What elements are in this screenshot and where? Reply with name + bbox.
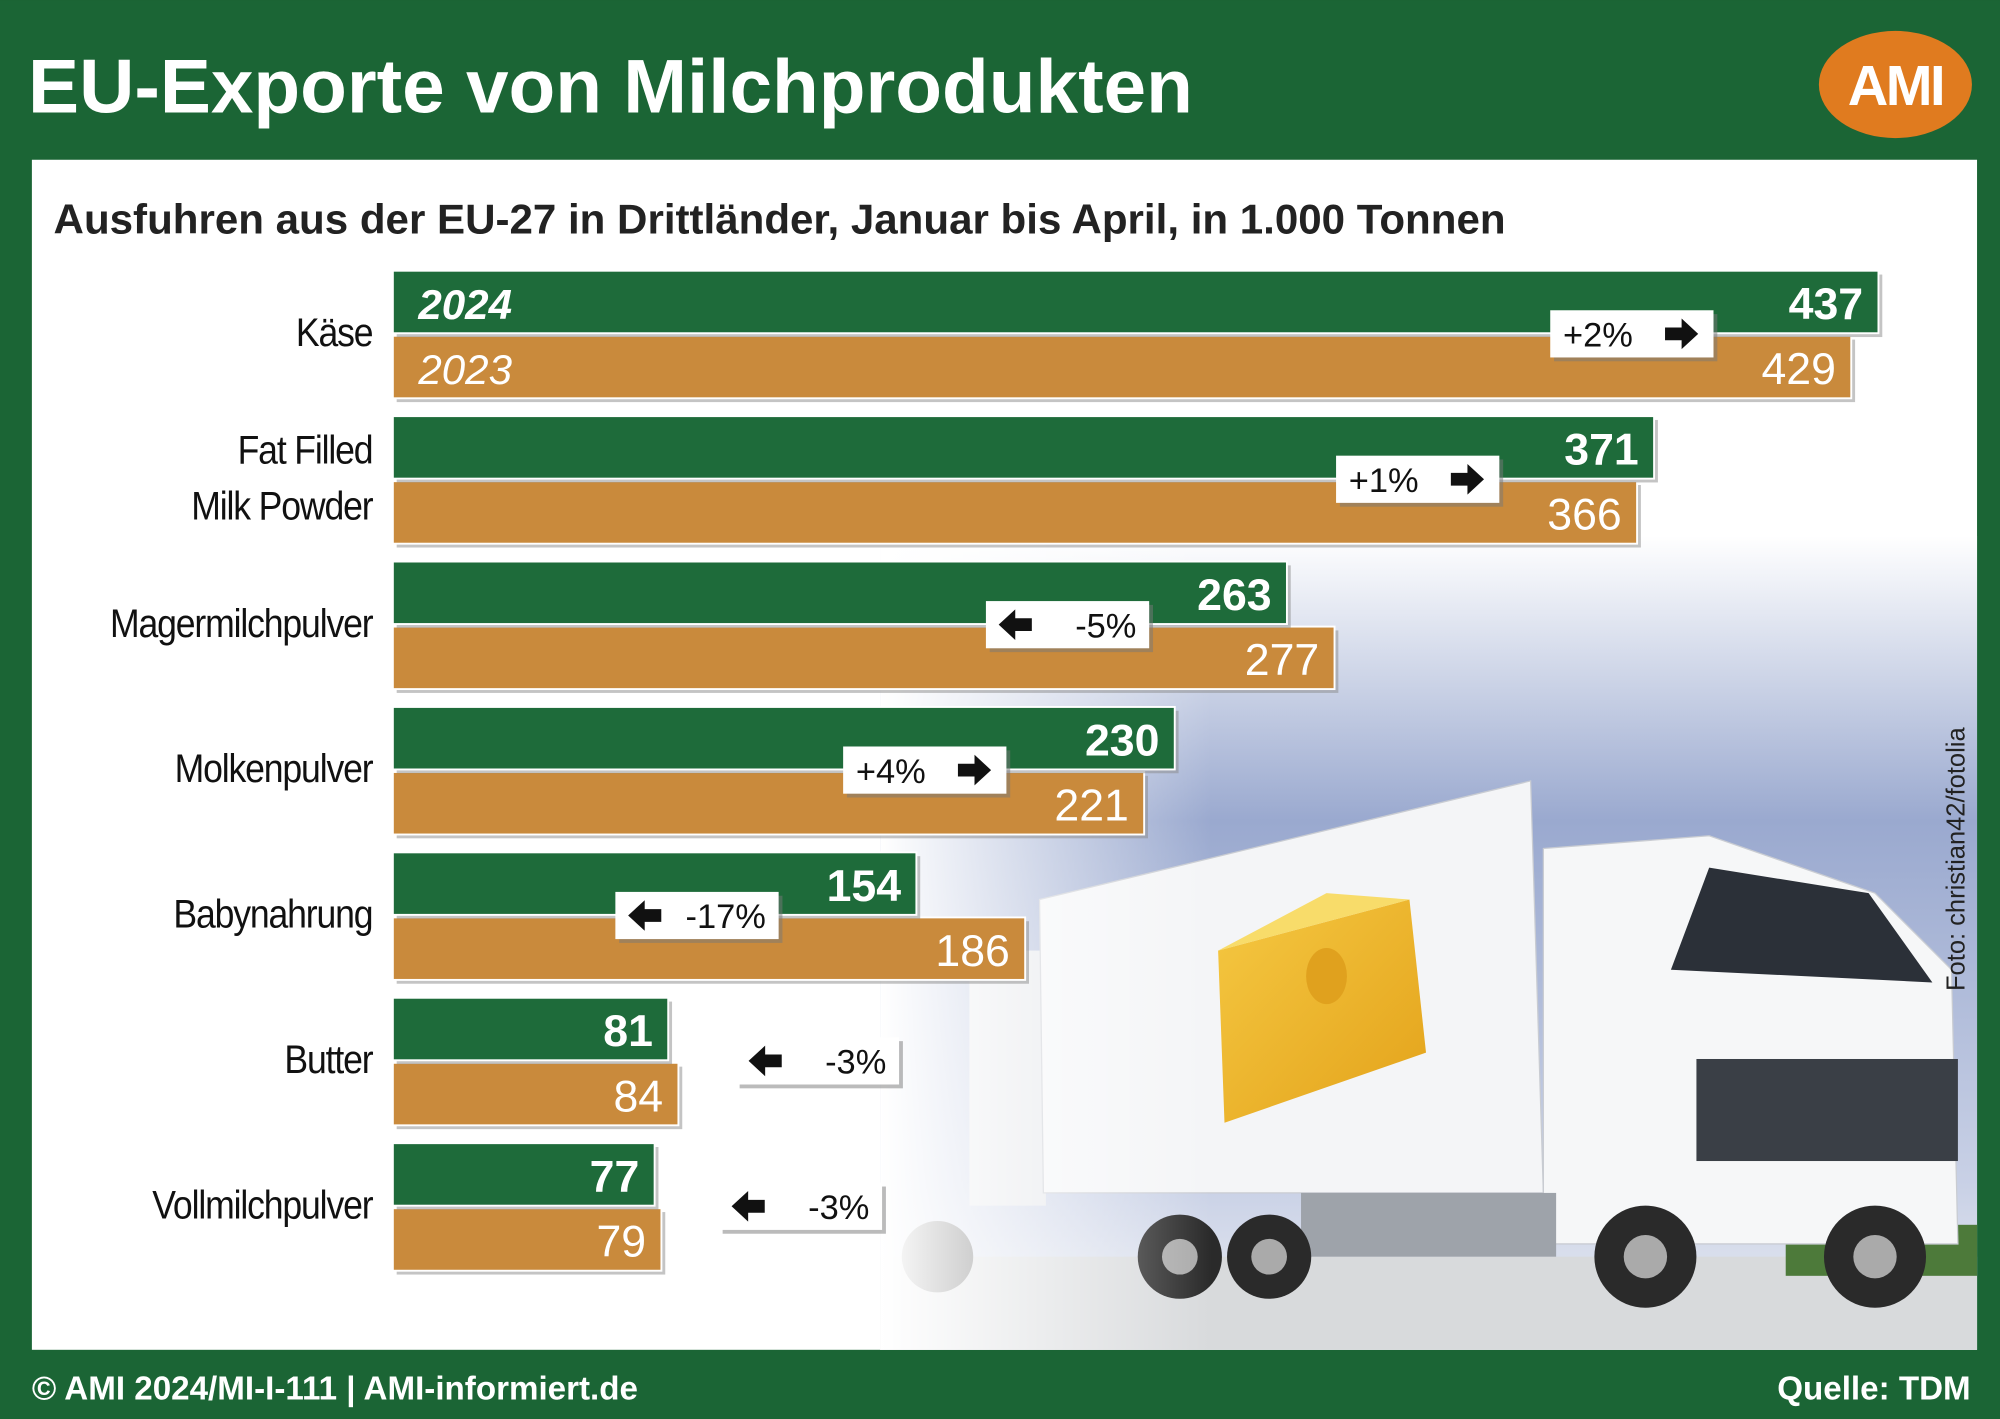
category-label-box: Käse (295, 310, 374, 355)
change-label: -3% (825, 1044, 886, 1082)
subtitle: Ausfuhren aus der EU-27 in Drittländer, … (54, 196, 1506, 243)
category-label: Magermilchpulver (109, 601, 374, 646)
bar (391, 916, 1027, 981)
category-label-box: Butter (284, 1037, 373, 1082)
chart-title: EU-Exporte von Milchprodukten (28, 45, 1193, 130)
footer: © AMI 2024/MI-I-111 | AMI-informiert.de (32, 1371, 638, 1408)
change-label: +2% (1563, 317, 1633, 355)
value-label: 221 (1054, 781, 1128, 830)
photo-credit: Foto: christian42/fotolia (1942, 727, 1970, 991)
value-label: 230 (1085, 716, 1159, 765)
value-label: 154 (827, 862, 902, 911)
category-label: Molkenpulver (174, 746, 374, 792)
value-label: 77 (590, 1153, 640, 1202)
value-label: 81 (603, 1007, 653, 1056)
value-label: 84 (613, 1072, 663, 1121)
change-label: +1% (1349, 462, 1419, 500)
change-arrow (957, 754, 992, 786)
category-label-box: Fat Filled Milk Powder (191, 427, 373, 529)
change-arrow (748, 1045, 782, 1077)
series-label: 2024 (417, 281, 512, 328)
logo (1818, 30, 1972, 139)
value-label: 79 (596, 1218, 646, 1267)
bar (391, 996, 670, 1062)
change-arrow (731, 1191, 765, 1222)
bar (391, 1142, 656, 1207)
category-label: Käse (295, 310, 374, 355)
change-label: -5% (1075, 607, 1136, 645)
series-label: 2023 (417, 346, 512, 393)
change-arrow (628, 900, 662, 931)
source: Quelle: TDM (1777, 1371, 1970, 1408)
value-label: 186 (935, 927, 1009, 976)
category-label: Vollmilchpulver (152, 1182, 373, 1228)
bars: Käse 429 2023 437 2024 +2% Fat Filled Milk Pow… (109, 269, 1883, 1275)
value-label: 371 (1564, 426, 1638, 475)
category-label-box: Molkenpulver (174, 746, 374, 792)
logo-text: AMI (1848, 54, 1943, 117)
value-label: 277 (1245, 636, 1319, 685)
bar (391, 705, 1176, 771)
value-label: 263 (1197, 571, 1271, 620)
category-label: Babynahrung (173, 891, 373, 937)
category-label-box: Magermilchpulver (109, 601, 374, 646)
value-label: 429 (1761, 345, 1835, 394)
bar (391, 1207, 663, 1272)
bar (391, 851, 918, 916)
category-label: Fat Filled Milk Powder (191, 427, 373, 529)
category-label-box: Vollmilchpulver (152, 1182, 373, 1228)
bar (391, 771, 1146, 836)
bar (391, 625, 1336, 691)
category-label-box: Babynahrung (173, 891, 373, 937)
change-label: -3% (808, 1189, 869, 1227)
change-label: -17% (686, 898, 766, 936)
value-label: 366 (1547, 491, 1621, 540)
category-label: Butter (284, 1037, 373, 1082)
bar (391, 1061, 680, 1127)
value-label: 437 (1789, 280, 1863, 329)
change-label: +4% (856, 753, 926, 791)
change-arrow (998, 609, 1032, 640)
